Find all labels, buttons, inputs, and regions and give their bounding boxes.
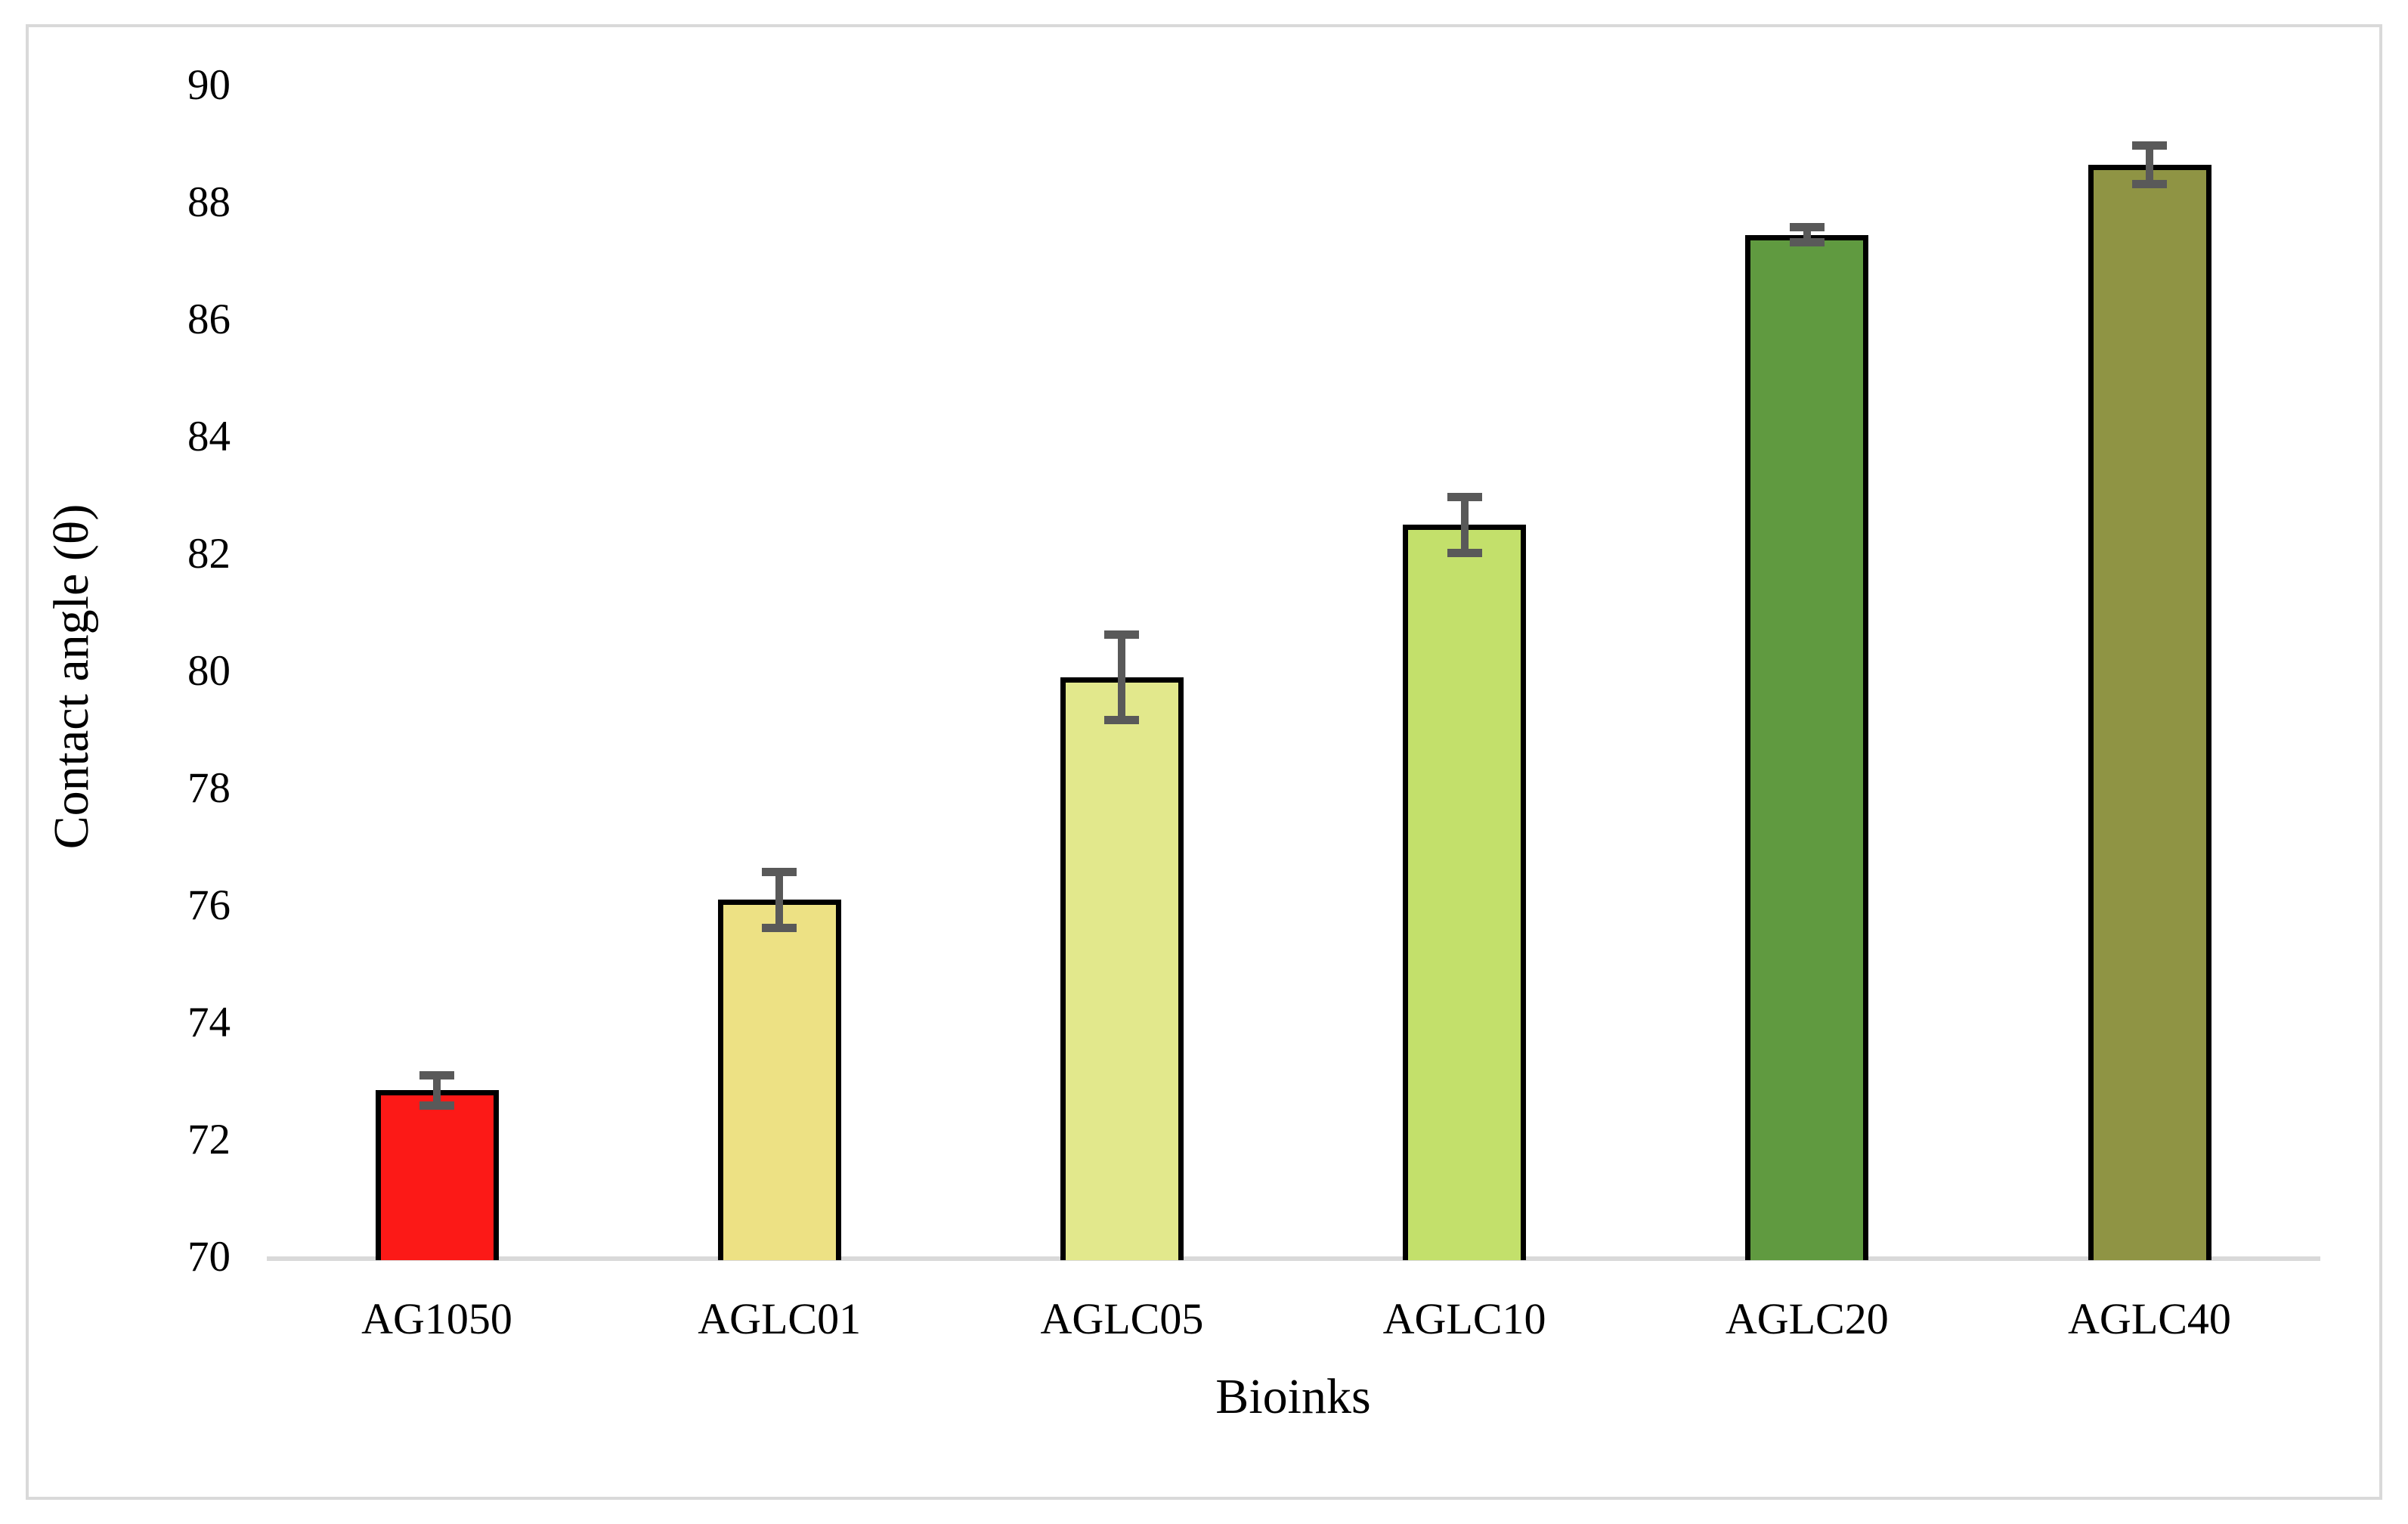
x-category-label-AGLC20: AGLC20 [1725, 1293, 1889, 1343]
error-bar-top-cap [2132, 141, 2167, 150]
error-bar-bottom-cap [2132, 179, 2167, 188]
y-tick-label-82: 82 [187, 530, 231, 578]
error-bar-stem [1118, 630, 1126, 724]
error-bar-AG1050 [419, 1070, 454, 1110]
error-bar-AGLC10 [1447, 492, 1482, 557]
y-tick-label-86: 86 [187, 296, 231, 343]
error-bar-bottom-cap [1447, 548, 1482, 557]
bar-AGLC40 [2088, 164, 2211, 1260]
x-category-label-AGLC40: AGLC40 [2068, 1293, 2231, 1343]
error-bar-AGLC20 [1789, 223, 1825, 247]
x-category-label-AGLC05: AGLC05 [1040, 1293, 1204, 1343]
error-bar-stem [775, 867, 784, 932]
error-bar-bottom-cap [1789, 238, 1825, 247]
error-bar-top-cap [1789, 223, 1825, 232]
y-tick-label-76: 76 [187, 881, 231, 929]
error-bar-bottom-cap [762, 923, 797, 932]
x-axis-line [267, 1256, 2320, 1261]
y-tick-label-74: 74 [187, 999, 231, 1046]
error-bar-top-cap [762, 867, 797, 876]
y-tick-label-72: 72 [187, 1116, 231, 1163]
bar-AG1050 [375, 1090, 499, 1260]
error-bar-stem [1460, 492, 1469, 557]
y-tick-label-70: 70 [187, 1233, 231, 1281]
x-category-label-AG1050: AG1050 [361, 1293, 512, 1343]
error-bar-top-cap [419, 1070, 454, 1080]
bar-AGLC20 [1745, 234, 1869, 1260]
y-tick-label-90: 90 [187, 61, 231, 109]
x-category-label-AGLC01: AGLC01 [698, 1293, 862, 1343]
y-tick-label-80: 80 [187, 647, 231, 695]
bar-AGLC01 [717, 900, 841, 1260]
x-axis-title: Bioinks [1215, 1369, 1371, 1424]
error-bar-top-cap [1104, 630, 1140, 639]
y-tick-label-88: 88 [187, 178, 231, 226]
error-bar-bottom-cap [1104, 715, 1140, 724]
error-bar-bottom-cap [419, 1101, 454, 1110]
error-bar-stem [1803, 223, 1811, 247]
bar-AGLC10 [1403, 525, 1527, 1260]
y-tick-label-78: 78 [187, 764, 231, 812]
error-bar-top-cap [1447, 492, 1482, 501]
error-bar-stem [433, 1070, 441, 1110]
error-bar-stem [2146, 141, 2153, 188]
error-bar-AGLC01 [762, 867, 797, 932]
error-bar-AGLC40 [2132, 141, 2167, 188]
bar-AGLC05 [1060, 677, 1184, 1260]
x-category-label-AGLC10: AGLC10 [1382, 1293, 1546, 1343]
y-tick-label-84: 84 [187, 413, 231, 460]
error-bar-AGLC05 [1104, 630, 1140, 724]
